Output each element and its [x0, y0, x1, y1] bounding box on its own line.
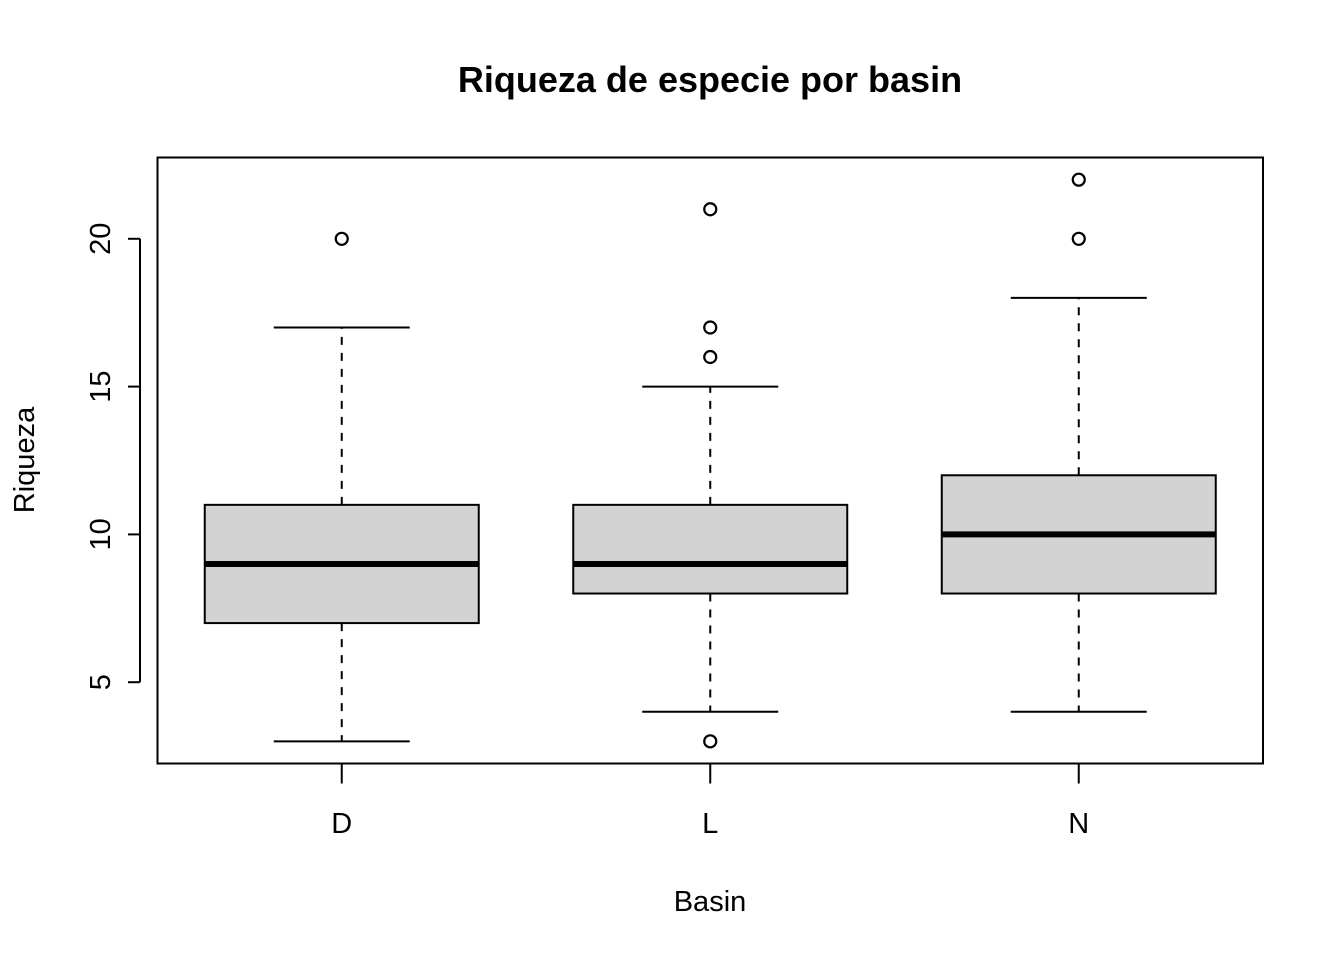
y-tick-label: 15	[85, 370, 117, 402]
x-tick-label: D	[331, 808, 352, 840]
y-tick-label: 10	[85, 518, 117, 550]
y-axis: 5 10 15 20	[85, 223, 141, 690]
y-tick-label: 5	[85, 674, 117, 690]
iqr-box	[572, 503, 849, 595]
box-group-L	[572, 202, 849, 749]
plot-frame	[156, 156, 1264, 765]
outlier-point	[1071, 172, 1086, 187]
outlier-point	[334, 231, 349, 246]
box-group-D	[203, 231, 480, 743]
boxes-layer	[203, 172, 1217, 749]
outlier-point	[703, 202, 718, 217]
outlier-point	[703, 349, 718, 365]
outlier-point	[703, 320, 718, 335]
outlier-point	[703, 734, 718, 749]
outlier-point	[1071, 231, 1086, 246]
box-group-N	[940, 172, 1217, 713]
y-axis-label: Riqueza	[9, 406, 41, 513]
x-tick-label: N	[1068, 808, 1089, 840]
x-axis-label: Basin	[674, 886, 747, 918]
x-tick-label: L	[702, 808, 718, 840]
chart-title: Riqueza de especie por basin	[458, 59, 962, 100]
y-tick-label: 20	[85, 223, 117, 255]
